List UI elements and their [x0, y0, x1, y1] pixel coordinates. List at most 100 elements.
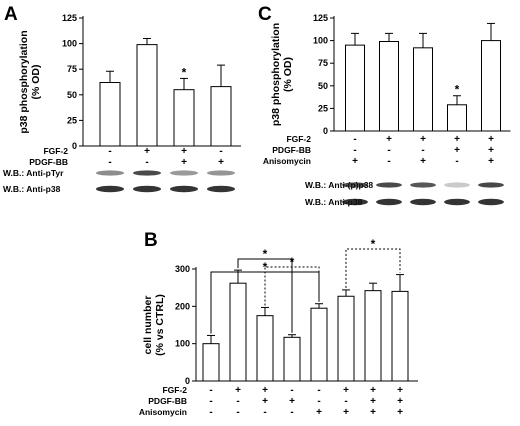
treatment-sign: + — [420, 156, 426, 167]
treatment-sign: - — [209, 407, 212, 418]
comparison-bracket — [237, 258, 293, 333]
bar — [99, 82, 121, 147]
blot-band — [478, 182, 504, 188]
comparison-bracket — [264, 266, 320, 306]
bar — [256, 315, 274, 382]
treatment-sign: - — [317, 385, 320, 396]
significance-star: * — [182, 65, 187, 79]
y-axis-label-line: (% vs CTRL) — [154, 294, 166, 356]
y-tick-label: 50 — [318, 81, 328, 91]
treatment-label: PDGF-BB — [29, 157, 68, 167]
y-axis-label: p38 phosphorylation(% OD) — [18, 30, 42, 133]
bar — [136, 44, 158, 147]
blot-band — [206, 170, 236, 176]
blot-label: W.B.: Anti-p38 — [305, 197, 363, 207]
treatment-sign: - — [236, 396, 239, 407]
treatment-sign: + — [352, 156, 358, 167]
treatment-sign: - — [353, 145, 356, 156]
treatment-sign: + — [370, 385, 376, 396]
blot-band — [376, 182, 402, 188]
treatment-sign: - — [290, 407, 293, 418]
treatment-sign: + — [488, 156, 494, 167]
y-axis-label-line: cell number — [142, 296, 154, 355]
treatment-sign: + — [289, 396, 295, 407]
treatment-sign: - — [108, 146, 111, 157]
y-tick-label: 75 — [318, 58, 328, 68]
comparison-star: * — [263, 260, 268, 274]
y-tick-label: 300 — [175, 264, 190, 274]
treatment-label: FGF-2 — [286, 134, 311, 144]
blot-label: W.B.: Anti-p38 — [3, 184, 61, 194]
bar — [310, 307, 328, 382]
treatment-sign: - — [209, 396, 212, 407]
bar — [481, 40, 501, 132]
blot-label: W.B.: Anti-(p)p38 — [305, 180, 373, 190]
comparison-star: * — [263, 247, 268, 261]
treatment-sign: + — [370, 407, 376, 418]
treatment-sign: + — [218, 157, 224, 168]
treatment-sign: - — [145, 157, 148, 168]
y-tick-label: 125 — [62, 13, 77, 23]
treatment-label: FGF-2 — [43, 146, 68, 156]
treatment-sign: - — [387, 156, 390, 167]
blot-band — [410, 182, 436, 188]
treatment-sign: - — [344, 396, 347, 407]
bar — [283, 336, 301, 382]
treatment-sign: + — [454, 145, 460, 156]
treatment-sign: + — [343, 385, 349, 396]
treatment-sign: + — [397, 396, 403, 407]
y-tick-label: 25 — [67, 115, 77, 125]
treatment-sign: + — [488, 134, 494, 145]
treatment-sign: - — [290, 385, 293, 396]
blot-band — [95, 185, 125, 193]
treatment-label: Anisomycin — [139, 407, 187, 417]
y-axis-label: cell number(% vs CTRL) — [142, 294, 166, 356]
treatment-sign: + — [488, 145, 494, 156]
comparison-bracket — [345, 248, 401, 288]
treatment-sign: - — [219, 146, 222, 157]
bar — [447, 104, 467, 132]
treatment-sign: + — [316, 407, 322, 418]
treatment-sign: + — [386, 134, 392, 145]
blot-band — [342, 182, 368, 188]
y-axis-label-line: p38 phosphorylation — [18, 30, 30, 133]
treatment-sign: + — [397, 385, 403, 396]
y-tick-label: 0 — [323, 126, 328, 136]
blot-band — [95, 170, 125, 176]
blot-band — [410, 198, 436, 206]
bar — [229, 282, 247, 382]
treatment-sign: - — [209, 385, 212, 396]
treatment-label: Anisomycin — [263, 156, 311, 166]
y-tick-label: 100 — [313, 36, 328, 46]
bar — [210, 86, 232, 147]
y-tick-label: 50 — [67, 90, 77, 100]
y-axis-label: p38 phosphorylation(% OD) — [270, 23, 294, 126]
treatment-label: FGF-2 — [162, 385, 187, 395]
treatment-sign: - — [108, 157, 111, 168]
comparison-star: * — [371, 237, 376, 251]
treatment-sign: + — [181, 157, 187, 168]
bar — [391, 290, 409, 382]
treatment-sign: + — [262, 396, 268, 407]
treatment-sign: + — [370, 396, 376, 407]
y-tick-label: 25 — [318, 103, 328, 113]
bar — [337, 295, 355, 382]
treatment-sign: - — [317, 396, 320, 407]
blot-band — [342, 198, 368, 206]
treatment-sign: + — [343, 407, 349, 418]
panel-letter-b: B — [144, 230, 158, 251]
panel-c-chart: 0 25 50 75 100 125 p38 phosphorylation(% OD) * F… — [263, 13, 511, 207]
blot-band — [206, 185, 236, 193]
treatment-sign: + — [144, 146, 150, 157]
y-tick-label: 75 — [67, 64, 77, 74]
y-tick-label: 100 — [175, 339, 190, 349]
treatment-label: PDGF-BB — [148, 396, 187, 406]
blot-band — [478, 198, 504, 206]
treatment-sign: - — [353, 134, 356, 145]
y-tick-label: 0 — [72, 141, 77, 151]
treatment-sign: + — [262, 385, 268, 396]
treatment-sign: + — [454, 134, 460, 145]
panel-a-chart: 0 25 50 75 100 125 p38 phosphorylation(% OD) * F… — [3, 13, 241, 194]
y-axis-label-line: p38 phosphorylation — [270, 23, 282, 126]
